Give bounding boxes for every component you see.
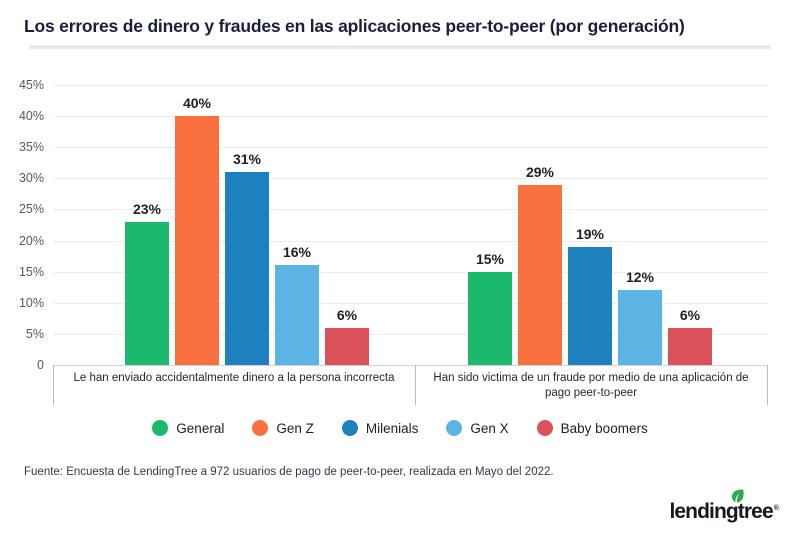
bar-value-label: 6% — [336, 306, 358, 323]
bar[interactable] — [125, 221, 169, 365]
bar-value-label: 6% — [679, 306, 701, 323]
bar-column[interactable]: 31% — [225, 85, 269, 365]
legend-label: Milenials — [365, 420, 419, 436]
gridline — [53, 333, 768, 335]
gridline — [53, 85, 768, 86]
bar-value-label: 16% — [282, 244, 312, 261]
bar[interactable] — [618, 290, 662, 365]
gridline — [53, 147, 768, 149]
bar-column[interactable]: 6% — [325, 85, 369, 365]
page-title: Los errores de dinero y fraudes en las a… — [24, 16, 685, 36]
y-axis-tick-label: 5% — [25, 326, 44, 341]
bar-value-label: 15% — [475, 250, 505, 267]
y-axis-tick-label: 30% — [18, 171, 44, 186]
bar-column[interactable]: 40% — [175, 85, 219, 365]
gridline — [53, 178, 768, 180]
legend: General Gen Z Milenials Gen X Baby boomers — [0, 420, 800, 436]
logo-wordmark: lendingtree® — [669, 489, 779, 524]
y-axis-tick-label: 10% — [18, 295, 44, 310]
category-axis-tick — [53, 365, 54, 405]
legend-label: Gen X — [470, 420, 509, 436]
bar[interactable] — [225, 172, 269, 365]
bar[interactable] — [468, 271, 512, 365]
category-label: Han sido victima de un fraude por medio … — [433, 372, 749, 399]
gridline — [53, 271, 768, 273]
bar-column[interactable]: 29% — [518, 85, 562, 365]
bar[interactable] — [275, 265, 319, 365]
bar-value-label: 31% — [232, 151, 262, 168]
bar-value-label: 12% — [625, 269, 655, 286]
y-axis-tick-label: 0 — [37, 358, 44, 372]
legend-item[interactable]: Milenials — [341, 420, 419, 436]
title-divider — [29, 45, 771, 49]
bar[interactable] — [568, 246, 612, 365]
bar[interactable] — [668, 327, 712, 365]
plot-area: 45% 40% 35% 30% 25% 20% 15% 10% 5% 0 23% 40% 31% 16% 6… — [19, 78, 768, 372]
legend-swatch-icon — [152, 420, 169, 436]
gridline — [53, 302, 768, 304]
y-axis-tick-label: 25% — [18, 202, 44, 217]
legend-label: Baby boomers — [560, 420, 648, 436]
y-axis-tick-label: 15% — [18, 264, 44, 279]
bar-column[interactable]: 23% — [125, 85, 169, 365]
legend-label: General — [176, 420, 225, 436]
category-axis: Le han enviado accidentalmente dinero a … — [53, 365, 768, 411]
bar-column[interactable]: 15% — [468, 85, 512, 365]
legend-label: Gen Z — [276, 420, 314, 436]
bar-column[interactable]: 6% — [668, 85, 712, 365]
y-axis-tick-label: 20% — [18, 233, 44, 248]
bar-value-label: 29% — [525, 163, 555, 180]
category-label: Le han enviado accidentalmente dinero a … — [73, 372, 395, 384]
logo-text: lendingtree — [669, 500, 773, 523]
bar[interactable] — [175, 116, 219, 365]
legend-swatch-icon — [446, 420, 463, 436]
bar-column[interactable]: 12% — [618, 85, 662, 365]
legend-item[interactable]: General — [152, 420, 224, 436]
legend-item[interactable]: Gen Z — [252, 420, 314, 436]
lendingtree-logo: lendingtree® — [669, 489, 779, 524]
gridline — [53, 116, 768, 118]
source-note: Fuente: Encuesta de LendingTree a 972 us… — [24, 466, 554, 478]
y-axis-tick-label: 40% — [18, 109, 44, 124]
bar-column[interactable]: 16% — [275, 85, 319, 365]
category-axis-tick — [415, 365, 416, 405]
legend-item[interactable]: Gen X — [446, 420, 509, 436]
bar[interactable] — [325, 327, 369, 365]
legend-swatch-icon — [252, 420, 269, 436]
category-axis-tick — [767, 365, 768, 405]
bar-column[interactable]: 19% — [568, 85, 612, 365]
gridline — [53, 209, 768, 211]
legend-swatch-icon — [341, 420, 358, 436]
gridline — [53, 240, 768, 242]
gridline — [53, 365, 768, 366]
bar[interactable] — [518, 184, 562, 365]
y-axis-tick-label: 35% — [18, 140, 44, 155]
bar-value-label: 19% — [575, 225, 605, 242]
registered-mark: ® — [773, 505, 779, 512]
y-axis-tick-label: 45% — [18, 78, 44, 92]
leaf-icon — [732, 489, 745, 503]
bar-value-label: 23% — [132, 200, 162, 217]
legend-item[interactable]: Baby boomers — [536, 420, 648, 436]
legend-swatch-icon — [536, 420, 553, 436]
bar-value-label: 40% — [182, 95, 212, 112]
